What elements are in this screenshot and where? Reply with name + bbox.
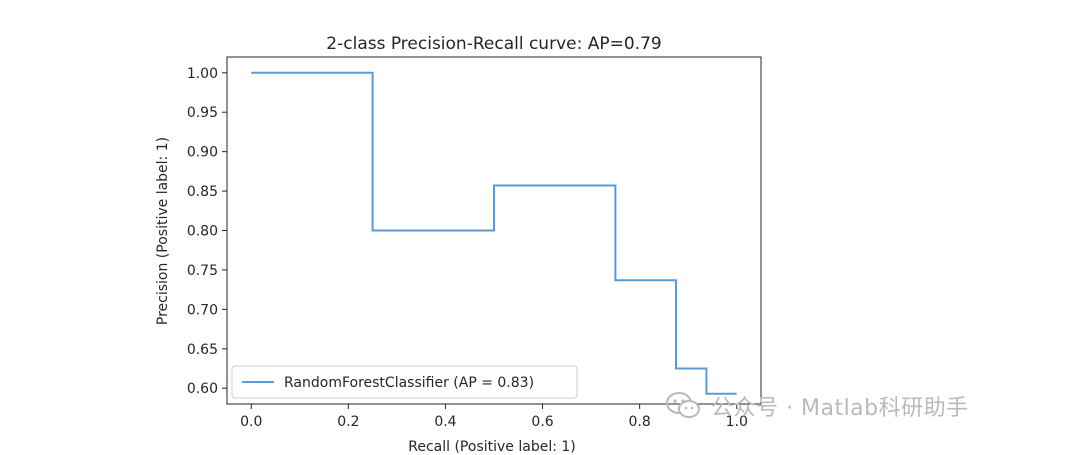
- y-tick-label: 0.80: [187, 224, 218, 240]
- x-tick-label: 0.2: [337, 414, 359, 430]
- x-tick-label: 0.4: [434, 414, 456, 430]
- y-axis: 0.60 0.65 0.70 0.75 0.80 0.85 0.90 0.95 1.00: [187, 66, 227, 397]
- y-tick-label: 0.95: [187, 105, 218, 121]
- watermark: 公众号 · Matlab科研助手: [665, 390, 969, 422]
- y-tick-label: 0.65: [187, 342, 218, 358]
- chart-title: 2-class Precision-Recall curve: AP=0.79: [326, 34, 661, 54]
- pr-curve-line: [251, 71, 737, 395]
- x-tick-label: 0.6: [531, 414, 553, 430]
- x-axis: 0.0 0.2 0.4 0.6 0.8 1.0: [240, 404, 748, 430]
- series-layer: [251, 71, 737, 395]
- y-tick-label: 0.90: [187, 145, 218, 161]
- x-tick-label: 0.0: [240, 414, 262, 430]
- y-tick-label: 0.75: [187, 263, 218, 279]
- y-tick-label: 1.00: [187, 66, 218, 82]
- y-tick-label: 0.70: [187, 302, 218, 318]
- legend-box: [231, 365, 578, 399]
- watermark-text: 公众号 · Matlab科研助手: [711, 396, 969, 421]
- y-tick-label: 0.85: [187, 184, 218, 200]
- y-axis-title: Precision (Positive label: 1): [155, 137, 171, 325]
- x-tick-label: 1.0: [726, 414, 748, 430]
- legend: RandomForestClassifier (AP = 0.83): [231, 365, 578, 399]
- wechat-icon: [666, 392, 700, 418]
- y-tick-label: 0.60: [187, 381, 218, 397]
- x-axis-title: Recall (Positive label: 1): [408, 439, 576, 455]
- legend-label: RandomForestClassifier (AP = 0.83): [284, 375, 534, 391]
- x-tick-label: 0.8: [629, 414, 651, 430]
